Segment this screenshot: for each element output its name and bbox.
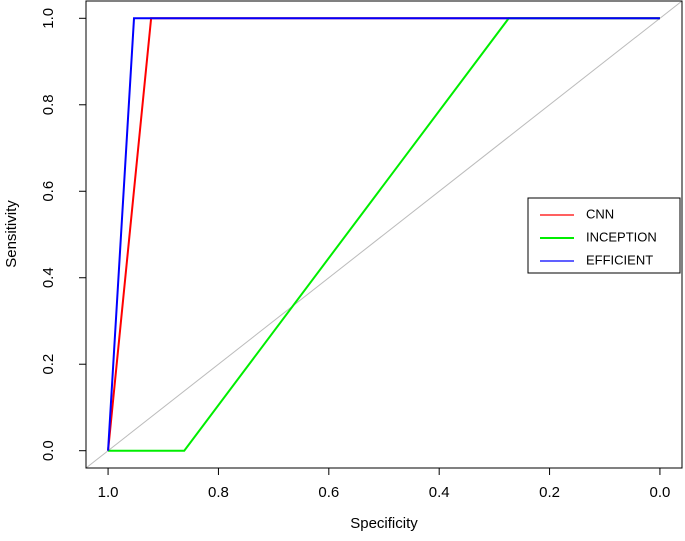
legend-label: INCEPTION (586, 229, 657, 244)
legend-label: CNN (586, 206, 614, 221)
x-tick-label: 0.6 (318, 484, 339, 501)
y-tick-label: 0.8 (40, 94, 57, 115)
y-tick-label: 0.4 (40, 267, 57, 288)
x-tick-label: 0.2 (539, 484, 560, 501)
plot-border (85, 0, 683, 469)
legend-label: EFFICIENT (586, 252, 653, 267)
y-tick-label: 0.0 (40, 440, 57, 461)
x-tick-label: 0.8 (208, 484, 229, 501)
x-axis-title: Specificity (350, 515, 418, 532)
x-tick-label: 1.0 (98, 484, 119, 501)
x-tick-label: 0.4 (429, 484, 450, 501)
diagonal-reference (85, 0, 683, 469)
x-tick-label: 0.0 (649, 484, 670, 501)
y-tick-label: 1.0 (40, 8, 57, 29)
y-axis-title: Sensitivity (3, 200, 20, 268)
series-line (107, 17, 660, 451)
y-tick-label: 0.6 (40, 181, 57, 202)
legend-box (527, 197, 681, 274)
y-tick-label: 0.2 (40, 354, 57, 375)
